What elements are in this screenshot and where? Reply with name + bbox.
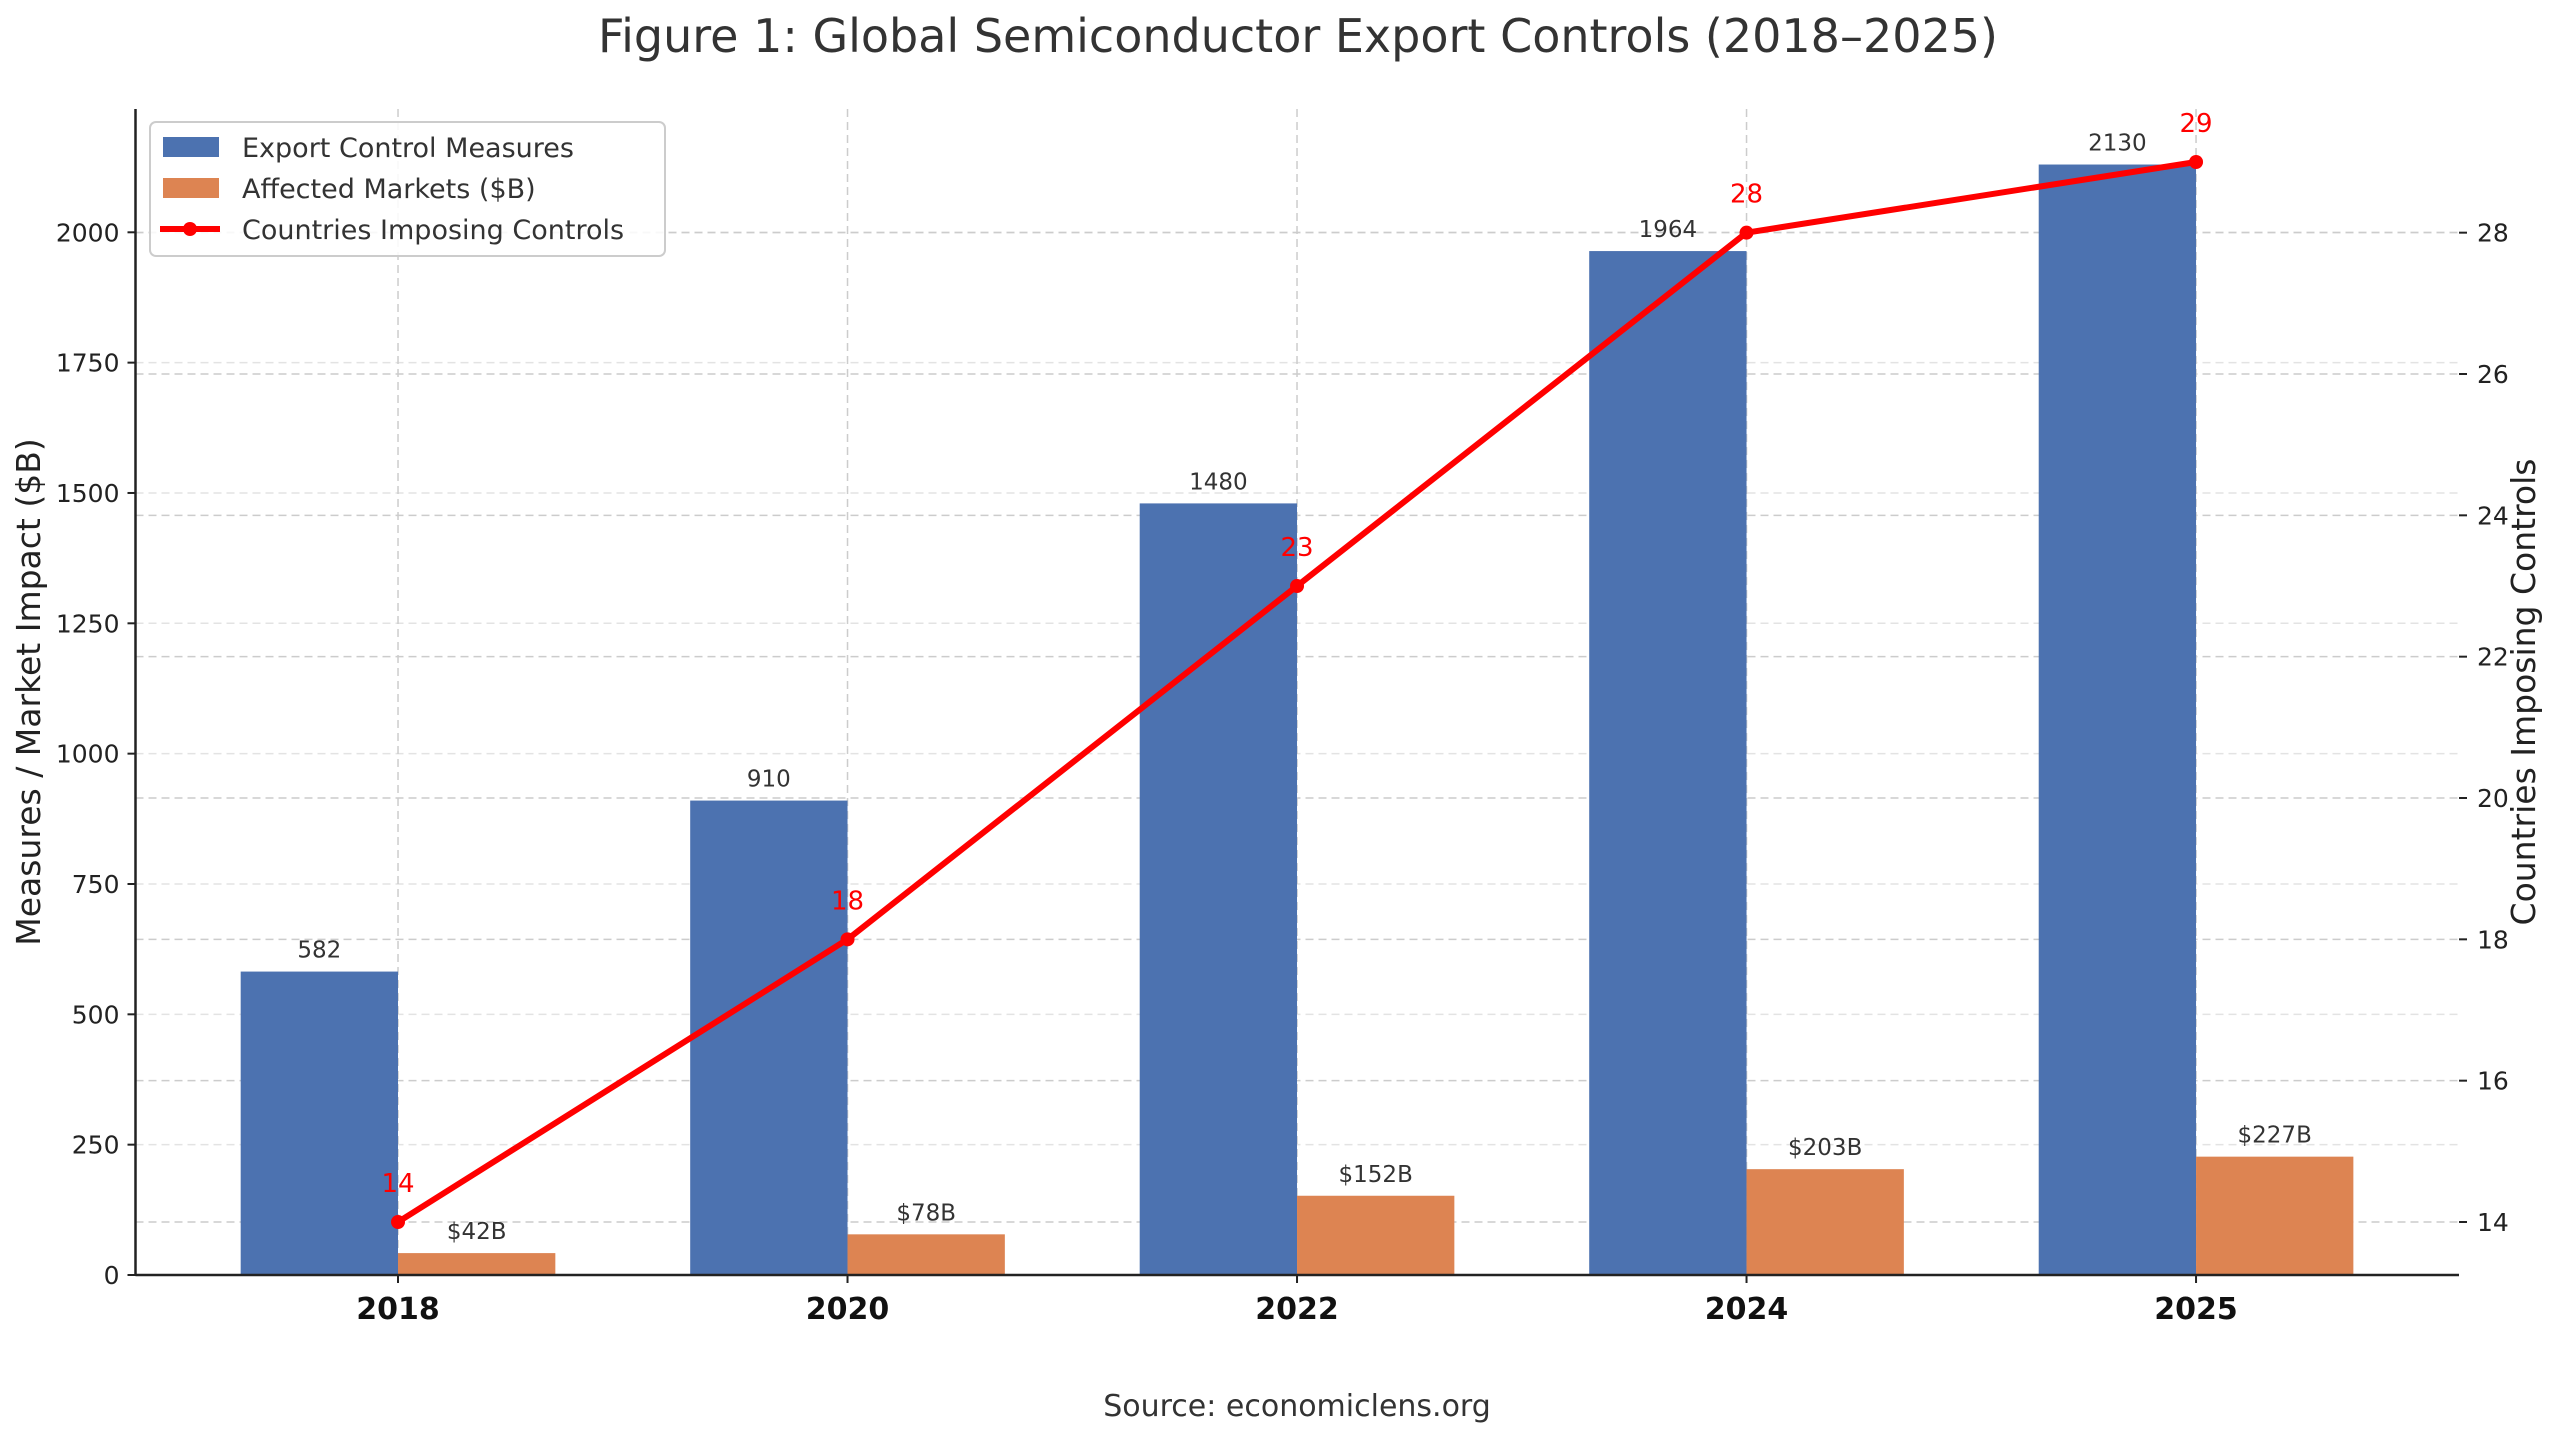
y-tick-label: 1000 xyxy=(56,740,120,769)
line-label-countries: 28 xyxy=(1730,180,1763,210)
data-labels: 582 910 1480 1964 2130 $42B $78B $152B $203B $227… xyxy=(297,109,2311,1245)
bar-label-measures: 1964 xyxy=(1639,217,1698,243)
line-point-countries xyxy=(840,932,855,947)
bar-export-measures xyxy=(1589,251,1747,1275)
bar-affected-markets xyxy=(2196,1156,2354,1275)
y2-tick-label: 16 xyxy=(2477,1067,2509,1096)
x-tick-label: 2022 xyxy=(1255,1292,1339,1327)
y-tick-label: 1250 xyxy=(56,609,120,638)
legend-label: Export Control Measures xyxy=(242,133,574,164)
legend-box xyxy=(149,121,666,257)
bar-export-measures xyxy=(2038,164,2197,1275)
bar-label-markets: $227B xyxy=(2238,1123,2312,1149)
line-label-countries: 14 xyxy=(381,1169,414,1199)
line-point-countries xyxy=(391,1215,406,1229)
line-series xyxy=(391,155,2204,1229)
y-tick-label: 1500 xyxy=(56,479,120,508)
y2-tick-label: 18 xyxy=(2477,925,2509,954)
line-point-countries xyxy=(1290,579,1305,593)
y2-tick-label: 26 xyxy=(2477,360,2509,389)
chart-title: Figure 1: Global Semiconductor Export Co… xyxy=(598,9,1998,63)
y2-tick-label: 24 xyxy=(2477,501,2509,530)
bar-label-markets: $152B xyxy=(1339,1162,1413,1188)
line-label-countries: 18 xyxy=(831,886,864,916)
y-tick-label: 500 xyxy=(72,1000,120,1029)
line-label-countries: 29 xyxy=(2179,109,2212,139)
axes: 0250500750100012501500175020001416182022… xyxy=(56,109,2509,1327)
x-tick-label: 2018 xyxy=(356,1292,440,1327)
bar-affected-markets xyxy=(398,1253,556,1275)
bar-label-markets: $78B xyxy=(896,1200,956,1226)
bar-affected-markets xyxy=(1297,1195,1455,1275)
y-tick-label: 250 xyxy=(72,1131,120,1160)
x-tick-label: 2024 xyxy=(1705,1292,1789,1327)
y-tick-label: 0 xyxy=(104,1261,120,1290)
bar-label-measures: 1480 xyxy=(1189,469,1248,495)
bar-export-measures xyxy=(240,971,399,1275)
bar-label-measures: 582 xyxy=(297,938,341,964)
bar-export-measures xyxy=(690,800,848,1275)
bar-label-measures: 2130 xyxy=(2088,131,2147,157)
legend-swatch-measures xyxy=(163,137,219,157)
y2-tick-label: 28 xyxy=(2477,219,2509,248)
line-point-countries xyxy=(2189,155,2204,169)
y-tick-label: 750 xyxy=(72,870,120,899)
legend-label: Affected Markets ($B) xyxy=(242,174,536,205)
line-point-countries xyxy=(1739,225,1754,240)
legend-swatch-markets xyxy=(163,178,219,198)
bar-label-measures: 910 xyxy=(747,767,791,793)
x-tick-label: 2020 xyxy=(806,1292,890,1327)
bar-label-markets: $42B xyxy=(447,1219,507,1245)
x-tick-label: 2025 xyxy=(2154,1292,2238,1327)
y2-axis-label: Countries Imposing Controls xyxy=(2504,459,2543,926)
source-note: Source: economiclens.org xyxy=(1103,1389,1491,1424)
bar-affected-markets xyxy=(1746,1169,1904,1275)
bars xyxy=(240,164,2354,1276)
bar-export-measures xyxy=(1139,503,1298,1276)
bar-label-markets: $203B xyxy=(1788,1135,1862,1161)
legend-label: Countries Imposing Controls xyxy=(242,215,624,246)
y-tick-label: 2000 xyxy=(56,218,120,247)
y2-tick-label: 20 xyxy=(2477,784,2509,813)
y-tick-label: 1750 xyxy=(56,349,120,378)
legend: Export Control Measures Affected Markets … xyxy=(149,121,666,257)
bar-affected-markets xyxy=(847,1234,1005,1275)
y2-tick-label: 22 xyxy=(2477,643,2509,672)
line-label-countries: 23 xyxy=(1280,533,1313,563)
legend-marker-countries xyxy=(183,222,197,236)
y2-tick-label: 14 xyxy=(2477,1208,2509,1237)
y-axis-label: Measures / Market Impact ($B) xyxy=(9,438,48,945)
